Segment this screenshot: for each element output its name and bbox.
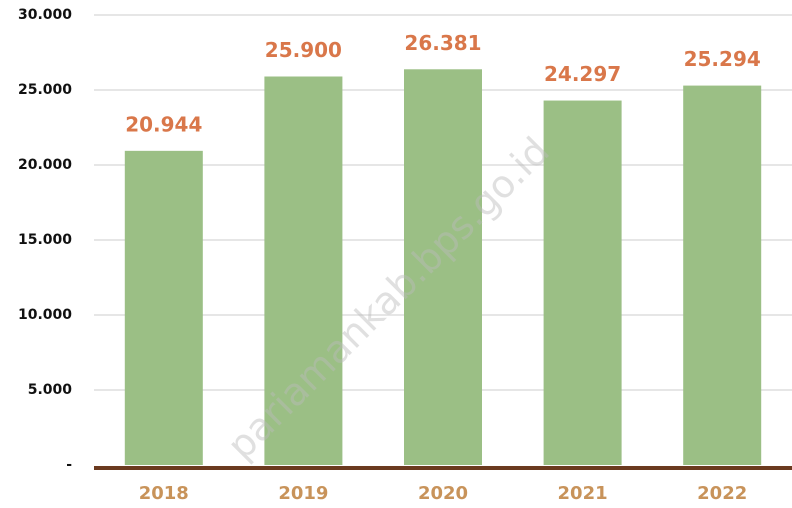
value-label: 25.900 <box>265 38 342 62</box>
y-tick-label: - <box>66 457 72 473</box>
y-tick-label: 15.000 <box>18 232 72 248</box>
bar <box>264 76 343 465</box>
bar <box>543 100 622 466</box>
bar <box>683 85 762 465</box>
bar <box>404 69 482 465</box>
x-tick-label: 2022 <box>697 483 747 504</box>
y-tick-label: 20.000 <box>18 157 72 173</box>
x-tick-label: 2020 <box>418 483 468 504</box>
x-tick-label: 2021 <box>558 483 608 504</box>
value-label: 20.944 <box>125 112 202 136</box>
y-tick-label: 10.000 <box>18 307 72 323</box>
x-tick-label: 2019 <box>278 483 328 504</box>
value-label: 26.381 <box>404 31 481 55</box>
y-tick-label: 25.000 <box>18 82 72 98</box>
value-label: 25.294 <box>684 47 761 71</box>
y-tick-label: 5.000 <box>28 382 73 398</box>
bar <box>124 150 203 465</box>
x-tick-label: 2018 <box>139 483 189 504</box>
value-label: 24.297 <box>544 62 621 86</box>
y-tick-label: 30.000 <box>18 7 72 23</box>
